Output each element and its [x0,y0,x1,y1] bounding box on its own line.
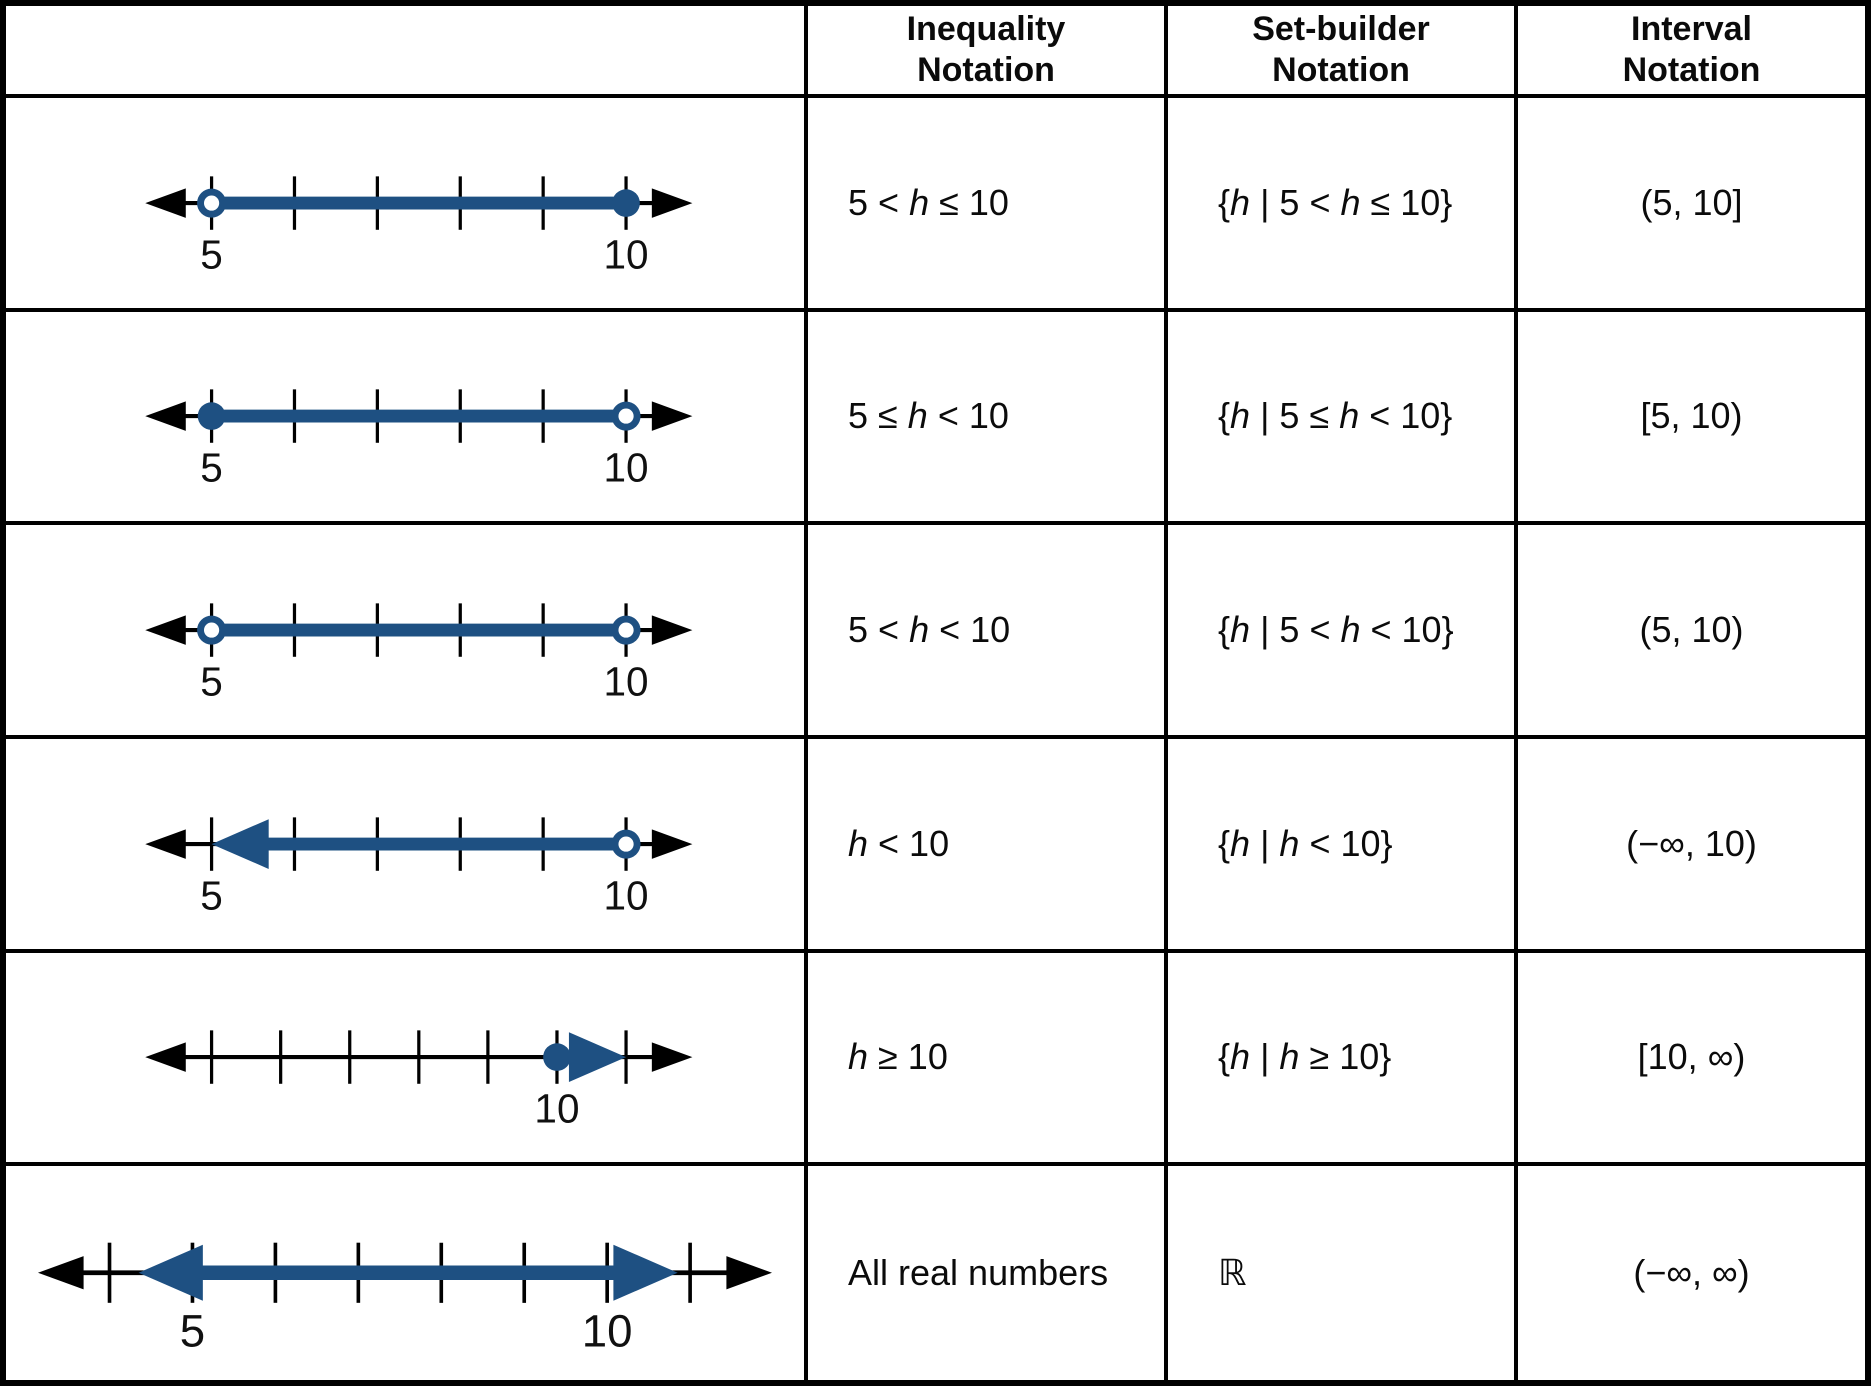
set-builder-cell: {h | h < 10} [1168,739,1518,953]
number-line-cell: 5 10 [6,1166,808,1380]
number-line-cell: 5 10 [6,98,808,312]
inequality-cell: h ≥ 10 [808,952,1168,1167]
svg-text:10: 10 [604,231,649,272]
interval-cell: (−∞, ∞) [1518,1166,1865,1380]
inequality-cell: 5 ≤ h < 10 [808,311,1168,526]
interval-text: [10, ∞) [1637,1036,1746,1078]
number-line-figure: 5 10 [37,1243,773,1351]
interval-cell: (5, 10] [1518,98,1865,312]
set-builder-text: {h | 5 < h < 10} [1218,609,1454,651]
set-builder-text: {h | h < 10} [1218,822,1393,864]
svg-text:10: 10 [534,1086,579,1127]
interval-cell: (−∞, 10) [1518,739,1865,953]
number-line-cell: 5 10 [6,525,808,739]
set-builder-text: {h | 5 < h ≤ 10} [1218,181,1453,223]
set-builder-text: {h | h ≥ 10} [1218,1036,1392,1078]
svg-text:10: 10 [604,872,649,913]
set-builder-cell: {h | h ≥ 10} [1168,952,1518,1167]
header-empty-cell [6,6,808,98]
inequality-text: h < 10 [848,822,950,864]
number-line-cell: 5 10 [6,739,808,953]
interval-text: (−∞, 10) [1626,822,1757,864]
inequality-text: 5 < h ≤ 10 [848,181,1009,223]
inequality-cell: 5 < h ≤ 10 [808,98,1168,312]
svg-text:5: 5 [200,872,223,913]
header-interval: Interval Notation [1518,6,1865,98]
number-line-figure: 5 10 [145,817,693,913]
svg-text:5: 5 [200,231,223,272]
svg-text:5: 5 [200,445,223,486]
inequality-cell: h < 10 [808,739,1168,953]
set-builder-cell: ℝ [1168,1166,1518,1380]
header-set-builder-label: Set-builder Notation [1252,9,1430,89]
set-builder-text: {h | 5 ≤ h < 10} [1218,395,1453,437]
header-inequality-label: Inequality Notation [906,9,1066,89]
header-set-builder: Set-builder Notation [1168,6,1518,98]
set-builder-cell: {h | 5 ≤ h < 10} [1168,311,1518,526]
header-interval-label: Interval Notation [1622,9,1761,89]
svg-text:10: 10 [604,659,649,700]
number-line-cell: 10 [6,952,808,1167]
set-builder-cell: {h | 5 < h < 10} [1168,525,1518,739]
inequality-cell: 5 < h < 10 [808,525,1168,739]
svg-text:5: 5 [180,1306,205,1351]
interval-text: (5, 10] [1640,181,1743,223]
interval-cell: [5, 10) [1518,312,1865,526]
inequality-text: 5 < h < 10 [848,609,1011,651]
svg-text:10: 10 [604,445,649,486]
interval-text: (5, 10) [1639,609,1744,651]
number-line-figure: 10 [145,1030,693,1127]
inequality-text: All real numbers [848,1252,1109,1294]
interval-text: [5, 10) [1640,395,1743,437]
interval-text: (−∞, ∞) [1633,1252,1750,1294]
number-line-figure: 5 10 [145,389,693,486]
interval-cell: (5, 10) [1518,525,1865,739]
inequality-text: 5 ≤ h < 10 [848,395,1009,437]
number-line-cell: 5 10 [6,311,808,526]
header-inequality: Inequality Notation [808,6,1168,98]
set-builder-cell: {h | 5 < h ≤ 10} [1168,98,1518,312]
interval-cell: [10, ∞) [1518,953,1865,1167]
svg-text:5: 5 [200,659,223,700]
svg-text:10: 10 [582,1306,633,1351]
number-line-figure: 5 10 [145,176,693,272]
inequality-text: h ≥ 10 [848,1036,948,1078]
set-builder-text: ℝ [1218,1252,1247,1294]
inequality-cell: All real numbers [808,1166,1168,1380]
number-line-figure: 5 10 [145,603,693,700]
